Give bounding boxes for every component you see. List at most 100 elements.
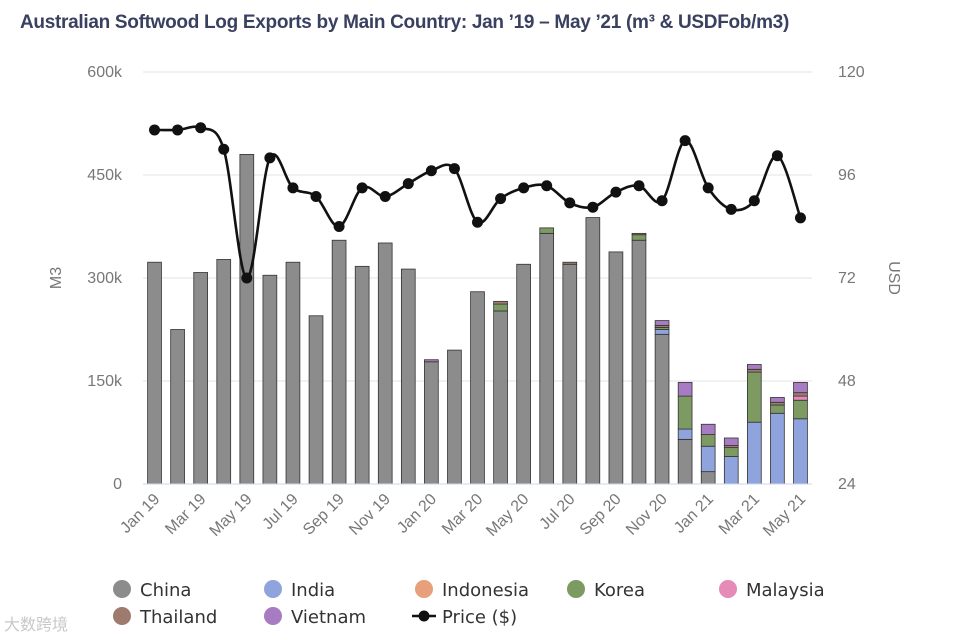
- bar-group: [147, 153, 808, 485]
- y-left-tick-label: 150k: [87, 373, 123, 390]
- legend-label-price: Price ($): [442, 607, 517, 628]
- x-tick-label: Sep 20: [577, 491, 625, 539]
- price-point-mar-21: [748, 195, 760, 207]
- legend-marker-india: [264, 580, 282, 598]
- price-point-jul-19: [287, 182, 299, 194]
- bar-korea-may-21: [793, 399, 808, 420]
- bar-china-feb-19: [170, 329, 185, 485]
- legend-marker-korea: [567, 580, 585, 598]
- bar-korea-feb-21: [723, 447, 739, 457]
- bar-china-jun-19: [262, 274, 278, 485]
- x-tick-label: Nov 20: [623, 491, 671, 539]
- legend-label-india: India: [291, 580, 335, 601]
- bar-china-dec-20: [677, 438, 693, 485]
- bar-vietnam-jan-21: [700, 423, 716, 435]
- y-left-tick-label: 600k: [87, 64, 123, 81]
- y-right-tick-label: 72: [838, 270, 856, 287]
- bar-india-mar-21: [747, 421, 762, 485]
- bar-vietnam-dec-20: [677, 381, 693, 397]
- legend: China India Indonesia Korea Malaysia Thailand…: [113, 580, 825, 628]
- x-tick-label: Sep 19: [300, 491, 348, 539]
- price-point-jun-19: [264, 152, 276, 164]
- legend-label-malaysia: Malaysia: [746, 580, 825, 601]
- price-point-nov-20: [656, 195, 668, 207]
- x-tick-label: May 21: [760, 491, 809, 540]
- watermark: 大数跨境: [4, 615, 69, 634]
- price-point-feb-19: [172, 124, 184, 136]
- bar-vietnam-jan-20: [424, 359, 439, 363]
- y-left-tick-label: 0: [113, 476, 122, 493]
- bar-thailand-may-21: [793, 392, 808, 397]
- bar-india-nov-20: [654, 329, 670, 335]
- bar-china-jul-19: [285, 261, 301, 485]
- bar-china-nov-19: [377, 242, 393, 485]
- y-right-tick-label: 24: [838, 476, 856, 493]
- x-tick-label: Jan 20: [394, 491, 440, 537]
- x-tick-label: May 19: [207, 491, 256, 540]
- bar-korea-oct-20: [631, 234, 647, 241]
- bar-korea-apr-20: [493, 303, 508, 312]
- bar-india-feb-21: [723, 456, 739, 485]
- x-tick-label: Mar 21: [716, 491, 763, 538]
- bar-thailand-oct-20: [631, 232, 647, 236]
- legend-marker-china: [113, 580, 131, 598]
- price-point-jun-20: [541, 180, 553, 192]
- price-point-aug-19: [310, 190, 322, 202]
- bar-china-mar-19: [193, 272, 208, 485]
- legend-marker-malaysia: [719, 580, 737, 598]
- price-point-mar-19: [195, 122, 207, 134]
- price-point-apr-21: [771, 150, 783, 162]
- price-point-feb-21: [725, 203, 737, 215]
- price-point-dec-20: [679, 135, 691, 147]
- bar-china-mar-20: [470, 291, 485, 485]
- bar-vietnam-nov-20: [654, 320, 670, 326]
- bar-china-jun-20: [539, 232, 555, 485]
- bar-vietnam-feb-21: [723, 437, 739, 446]
- legend-label-thailand: Thailand: [139, 607, 217, 628]
- bar-vietnam-apr-21: [770, 397, 785, 403]
- y-right-axis-title: USD: [885, 261, 902, 295]
- bar-thailand-apr-20: [493, 300, 508, 305]
- bar-china-aug-20: [585, 217, 601, 485]
- price-point-oct-19: [356, 182, 368, 194]
- price-point-may-21: [794, 212, 806, 224]
- bar-china-dec-19: [400, 268, 416, 485]
- y-right-tick-label: 120: [838, 64, 865, 81]
- bar-india-dec-20: [677, 428, 693, 440]
- x-tick-label: Jan 19: [117, 491, 163, 537]
- price-line-group: [149, 122, 806, 284]
- price-point-jul-20: [564, 197, 576, 209]
- legend-marker-vietnam: [264, 607, 282, 625]
- bar-china-oct-20: [631, 239, 647, 485]
- bar-thailand-jul-20: [562, 261, 578, 265]
- bar-thailand-mar-21: [747, 368, 762, 373]
- bar-china-jul-20: [562, 263, 578, 485]
- bar-china-may-19: [239, 153, 255, 485]
- price-point-sep-20: [610, 186, 622, 198]
- bar-china-apr-19: [216, 259, 232, 485]
- legend-label-indonesia: Indonesia: [442, 580, 529, 601]
- x-tick-label: Jan 21: [671, 491, 717, 537]
- bar-korea-mar-21: [747, 371, 762, 423]
- x-tick-label: Nov 19: [346, 491, 394, 539]
- x-tick-label: May 20: [483, 491, 532, 540]
- price-point-apr-20: [495, 193, 507, 205]
- price-point-oct-20: [633, 180, 645, 192]
- legend-marker-price: [418, 610, 430, 622]
- price-point-sep-19: [333, 221, 345, 232]
- x-tick-label: Mar 20: [439, 491, 486, 538]
- bar-india-apr-21: [770, 412, 785, 485]
- x-tick-label: Jul 19: [260, 491, 302, 533]
- price-point-jan-20: [425, 165, 437, 177]
- price-point-dec-19: [402, 178, 414, 190]
- bar-korea-apr-21: [770, 404, 785, 414]
- bar-china-sep-19: [331, 239, 347, 485]
- price-point-apr-19: [218, 143, 230, 155]
- bar-china-apr-20: [493, 310, 508, 485]
- chart-title: Australian Softwood Log Exports by Main …: [20, 12, 789, 33]
- x-tick-label: Jul 20: [536, 491, 578, 533]
- legend-marker-indonesia: [415, 580, 433, 598]
- y-left-tick-label: 450k: [87, 167, 123, 184]
- price-point-jan-21: [702, 182, 714, 194]
